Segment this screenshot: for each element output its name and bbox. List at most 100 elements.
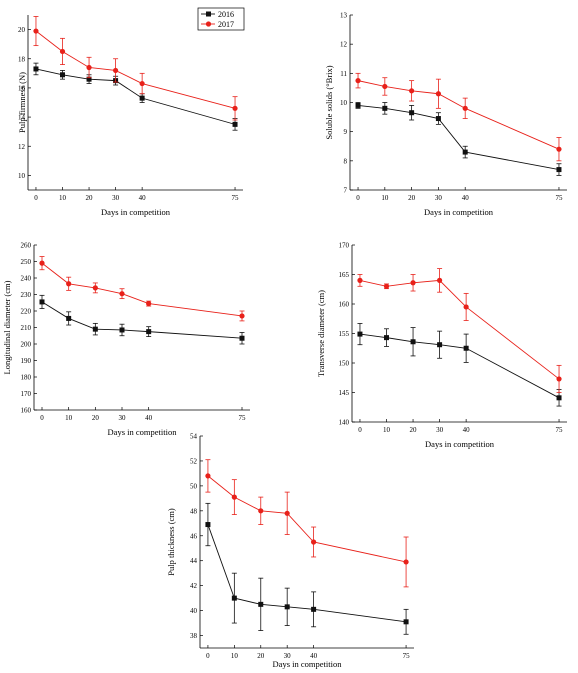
x-tick-label: 0 — [358, 426, 362, 434]
y-tick-label: 16 — [18, 84, 26, 92]
data-point-2016 — [92, 326, 98, 332]
data-point-2016 — [39, 299, 45, 305]
x-axis-title: Days in competition — [424, 207, 494, 217]
data-point-2016 — [409, 110, 415, 116]
chart-panel-3: 160 170 180 190 200 210 220 230 240 250 260 0 10 20 30… — [2, 242, 250, 437]
data-point-2017 — [258, 508, 264, 514]
y-tick-label: 230 — [21, 291, 32, 299]
data-point-2016 — [355, 102, 361, 108]
chart-panel-5: 38 40 42 44 46 48 50 52 54 0 10 20 30 40 75 Days in com… — [166, 433, 414, 669]
series-line-2016 — [357, 104, 560, 171]
x-tick-label: 30 — [112, 194, 120, 202]
x-tick-label: 10 — [383, 426, 391, 434]
data-point-2016 — [462, 149, 468, 155]
y-tick-label: 180 — [21, 374, 32, 382]
y-tick-label: 250 — [21, 258, 32, 266]
y-tick-label: 48 — [190, 507, 198, 515]
data-point-2017 — [382, 83, 388, 90]
data-point-2016 — [410, 339, 416, 345]
data-point-2017 — [86, 64, 92, 71]
y-tick-label: 210 — [21, 324, 32, 332]
x-tick-label: 75 — [239, 414, 247, 422]
x-tick-label: 20 — [86, 194, 94, 202]
y-tick-label: 42 — [190, 582, 198, 590]
x-tick-label: 40 — [463, 426, 471, 434]
y-tick-label: 260 — [21, 242, 32, 250]
x-tick-label: 30 — [284, 652, 292, 660]
y-tick-label: 200 — [21, 341, 32, 349]
series-line-2016 — [35, 68, 236, 125]
x-tick-label: 10 — [231, 652, 239, 660]
data-point-2016 — [556, 395, 562, 401]
y-tick-label: 11 — [340, 70, 347, 78]
y-tick-label: 160 — [339, 301, 350, 309]
data-point-2017 — [231, 494, 237, 500]
data-point-2017 — [33, 28, 39, 34]
x-tick-label: 30 — [435, 194, 443, 202]
chart-panel-2: 7 8 9 10 11 12 13 0 10 20 30 40 75 Days in competitio… — [324, 12, 567, 217]
data-point-2016 — [384, 335, 390, 341]
data-point-2017 — [146, 300, 152, 307]
data-point-2017 — [403, 559, 409, 565]
data-point-2017 — [239, 313, 245, 319]
x-tick-label: 0 — [206, 652, 210, 660]
series-line-2016 — [359, 333, 560, 399]
data-point-2016 — [311, 606, 317, 612]
y-tick-label: 10 — [18, 172, 26, 180]
x-tick-label: 40 — [145, 414, 153, 422]
data-point-2017 — [436, 277, 443, 283]
x-tick-label: 75 — [555, 194, 563, 202]
chart-panel-1: 10 12 14 16 18 20 0 10 20 30 40 75 Days in competiti… — [17, 7, 245, 217]
data-point-2016 — [60, 72, 66, 78]
y-tick-label: 170 — [21, 390, 32, 398]
y-axis-title: Longitudinal diameter (cm) — [2, 280, 12, 374]
data-point-2017 — [462, 105, 468, 111]
data-point-2017 — [119, 291, 125, 297]
y-tick-label: 155 — [339, 330, 350, 338]
data-point-2017 — [355, 78, 361, 84]
y-tick-label: 140 — [339, 419, 350, 427]
series-line-2016 — [41, 301, 243, 339]
data-point-2017 — [435, 91, 442, 97]
x-tick-label: 20 — [92, 414, 100, 422]
y-tick-label: 12 — [18, 143, 26, 151]
x-tick-label: 0 — [40, 414, 44, 422]
data-point-2017 — [232, 105, 238, 111]
y-tick-label: 50 — [190, 482, 198, 490]
chart-panel-4: 140 145 150 155 160 165 170 0 10 20 30 40 75 Days in … — [316, 242, 567, 449]
data-point-2017 — [556, 376, 562, 382]
data-point-2017 — [66, 281, 72, 287]
data-point-2016 — [66, 315, 72, 321]
data-point-2017 — [112, 67, 119, 74]
y-tick-label: 13 — [340, 12, 348, 20]
series-line-2017 — [35, 30, 236, 109]
x-tick-label: 10 — [59, 194, 67, 202]
data-point-2016 — [33, 66, 39, 72]
data-point-2016 — [258, 601, 264, 607]
data-point-2016 — [146, 329, 152, 335]
data-point-2016 — [357, 331, 363, 337]
series-line-2017 — [41, 262, 243, 317]
data-point-2016 — [284, 604, 290, 610]
y-tick-label: 165 — [339, 271, 350, 279]
y-tick-label: 54 — [190, 433, 198, 441]
y-tick-label: 14 — [18, 114, 26, 122]
data-point-2017 — [205, 473, 211, 479]
y-tick-label: 12 — [340, 41, 348, 49]
y-tick-label: 160 — [21, 407, 32, 415]
x-tick-label: 10 — [381, 194, 389, 202]
x-tick-label: 40 — [139, 194, 147, 202]
x-axis-title: Days in competition — [273, 659, 343, 669]
data-point-2017 — [463, 304, 469, 310]
y-tick-label: 8 — [344, 157, 348, 165]
data-point-2017 — [556, 146, 562, 152]
y-tick-label: 145 — [339, 389, 350, 397]
y-tick-label: 190 — [21, 357, 32, 365]
x-tick-label: 0 — [356, 194, 360, 202]
data-point-2017 — [357, 277, 363, 283]
x-tick-label: 20 — [257, 652, 265, 660]
y-tick-label: 9 — [344, 128, 348, 136]
y-axis-title: Pulp firmness (N) — [17, 72, 27, 133]
